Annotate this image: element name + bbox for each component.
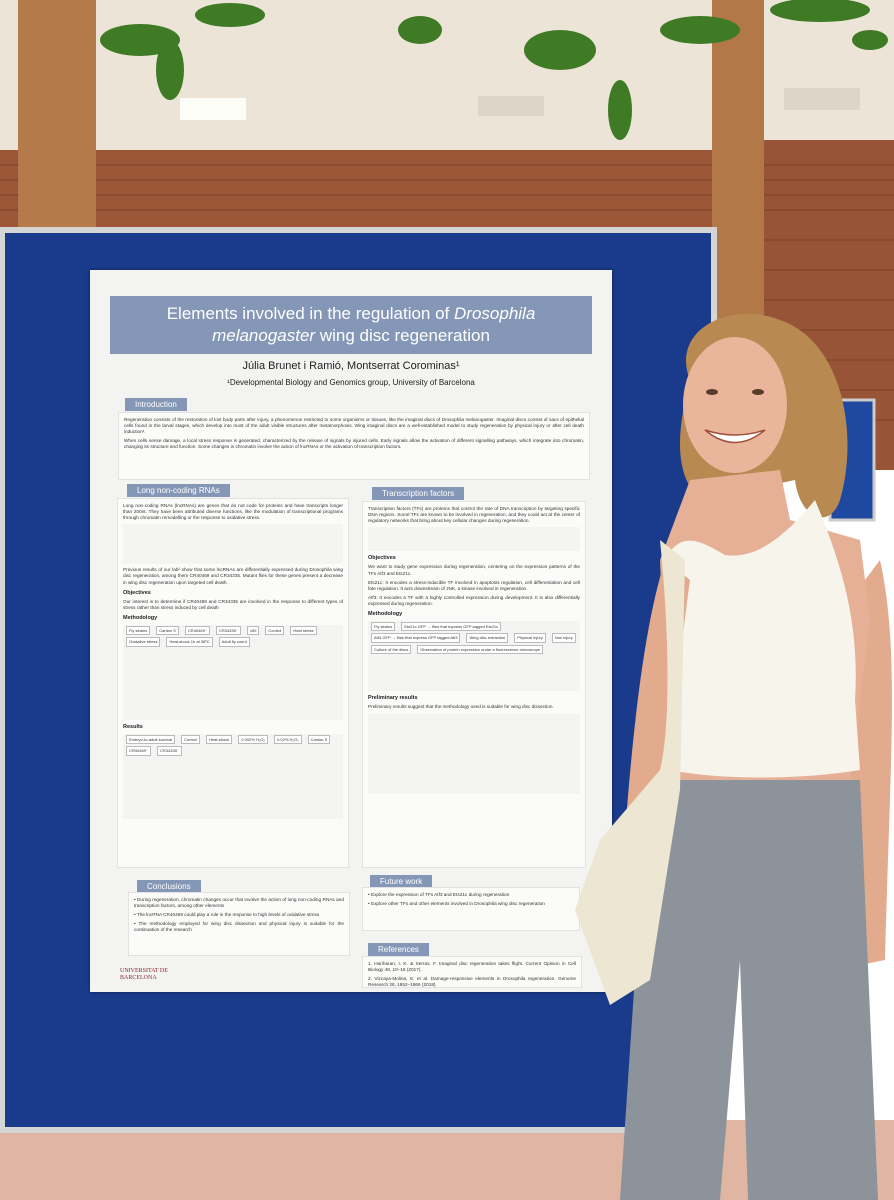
paragraph: When cells sense damage, a local stress …	[124, 438, 584, 450]
paragraph: • Explore other TFs and other elements i…	[368, 901, 545, 907]
paragraph: • The lncRNA CR40469 could play a role i…	[134, 912, 320, 918]
figure-label: x50	[246, 626, 260, 636]
figure-label: Wing disc extraction	[466, 633, 509, 643]
paragraph: Our interest is to determine if CR40469 …	[123, 598, 343, 610]
subsection-heading: Methodology	[368, 611, 403, 618]
subsection-heading: Objectives	[368, 555, 396, 562]
smile	[704, 429, 766, 444]
section-heading: Transcription factors	[372, 487, 465, 500]
ceiling-light	[180, 98, 246, 120]
section-heading: Future work	[370, 875, 433, 888]
figure	[368, 527, 580, 552]
section-body: • Explore the expression of TFs Atf3 and…	[362, 887, 580, 931]
figure-label: Adult fly count	[218, 637, 250, 647]
title-part: wing disc regeneration	[315, 326, 490, 345]
figure-label: Control	[181, 735, 201, 745]
paragraph: Previous results of our lab² show that s…	[123, 567, 343, 585]
affiliation: ¹Developmental Biology and Genomics grou…	[227, 378, 475, 387]
figure-label: 0.002% H₂O₂	[238, 735, 269, 745]
figure-label: 0.02% H₂O₂	[274, 735, 302, 745]
figure-label: Observation of protein expression under …	[417, 644, 544, 654]
subsection-heading: Results	[123, 724, 143, 731]
figure-label: Fly strains	[126, 626, 151, 636]
section-heading: Long non-coding RNAs	[127, 484, 230, 497]
face	[683, 337, 787, 473]
tank-top	[661, 500, 860, 778]
figure-label: Atf3-GFP → flies that express GFP tagged…	[371, 633, 461, 643]
tote-bag	[575, 540, 685, 1005]
eye	[752, 389, 764, 395]
paragraph: • Explore the expression of TFs Atf3 and…	[368, 892, 510, 897]
figure-label: Canton S	[156, 626, 179, 636]
ceiling-vent	[784, 88, 860, 110]
figure-label: CR34335⁻	[157, 746, 183, 756]
section-body: 1. Hariharan, I. K. & Serras, F. Imagina…	[362, 956, 582, 988]
figure-label: Culture of the discs	[371, 644, 412, 654]
figure-label: Non injury	[551, 633, 576, 643]
section-body: Transcription factors (TFs) are proteins…	[362, 501, 586, 868]
title-part: Elements involved in the regulation of	[166, 304, 455, 323]
floor	[0, 1120, 894, 1200]
figure-label: Physical injury	[514, 633, 546, 643]
section-body: • During regeneration, chromatin changes…	[128, 892, 350, 956]
title-text: Elements involved in the regulation of D…	[130, 303, 572, 347]
figure	[123, 524, 343, 565]
figure-label: Heat-shock 1h at 38ºC	[166, 637, 213, 647]
figure	[368, 713, 580, 794]
figure-label: Canton S	[307, 735, 331, 745]
figure-label: Oxidative stress	[126, 637, 161, 647]
figure-label: CR40469⁻	[126, 746, 152, 756]
figure: Fly strains Canton S CR40469⁻ CR34335⁻ x50 Co…	[123, 625, 343, 721]
figure-label: Fly strains	[371, 622, 396, 632]
subsection-heading: Preliminary results	[368, 695, 418, 702]
figure-label: Control	[265, 626, 285, 636]
paragraph: • During regeneration, chromatin changes…	[134, 897, 344, 909]
paragraph: Transcription factors (TFs) are proteins…	[368, 506, 580, 524]
ceiling-vent	[478, 96, 544, 116]
paragraph: Preliminary results suggest that the met…	[368, 704, 554, 710]
paragraph: Atf3: It encodes a TF with a highly cont…	[368, 594, 580, 607]
university-logo: UNIVERSITAT DE BARCELONA	[120, 968, 168, 981]
eye	[706, 389, 718, 395]
authors: Júlia Brunet i Ramió, Montserrat Coromin…	[242, 360, 460, 372]
section-body: Regeneration consists of the restoration…	[118, 412, 590, 480]
figure: Embryo-to-adult survival Control Heat-shoc…	[123, 734, 343, 820]
paragraph: Long non-coding RNAs (lncRNAs) are genes…	[123, 503, 343, 521]
section-heading: References	[368, 943, 429, 956]
leaves	[100, 0, 888, 140]
subsection-heading: Objectives	[123, 589, 151, 596]
wooden-column	[18, 0, 96, 228]
section-body: Long non-coding RNAs (lncRNAs) are genes…	[117, 498, 349, 868]
wooden-column	[712, 0, 764, 330]
figure-label: Ets21c-GFP → flies that express GFP tagg…	[401, 622, 502, 632]
subsection-heading: Methodology	[123, 615, 158, 622]
trousers	[620, 780, 878, 1200]
figure-label: Heat stress	[290, 626, 317, 636]
paragraph: • The methodology employed for wing disc…	[134, 921, 344, 933]
poster: Elements involved in the regulation of D…	[90, 270, 612, 992]
figure-label: CR40469⁻	[184, 626, 210, 636]
section-heading: Introduction	[125, 398, 187, 411]
section-heading: Conclusions	[137, 880, 201, 893]
paragraph: 2. Vizcaya-Molina, E. et al. Damage-resp…	[368, 976, 576, 988]
paragraph: We want to study gene expression during …	[368, 564, 580, 576]
figure: Fly strains Ets21c-GFP → flies that expre…	[368, 621, 580, 692]
paragraph: Regeneration consists of the restoration…	[124, 417, 584, 435]
poster-title: Elements involved in the regulation of D…	[110, 296, 592, 354]
figure-label: Heat-shock	[206, 735, 233, 745]
paragraph: 1. Hariharan, I. K. & Serras, F. Imagina…	[368, 961, 576, 973]
figure-label: CR34335⁻	[215, 626, 241, 636]
title-part: Drosophila melanogaster	[212, 304, 536, 345]
figure-label: Embryo-to-adult survival	[126, 735, 176, 745]
paragraph: Ets21c: It encodes a stress-inducible TF…	[368, 579, 580, 591]
